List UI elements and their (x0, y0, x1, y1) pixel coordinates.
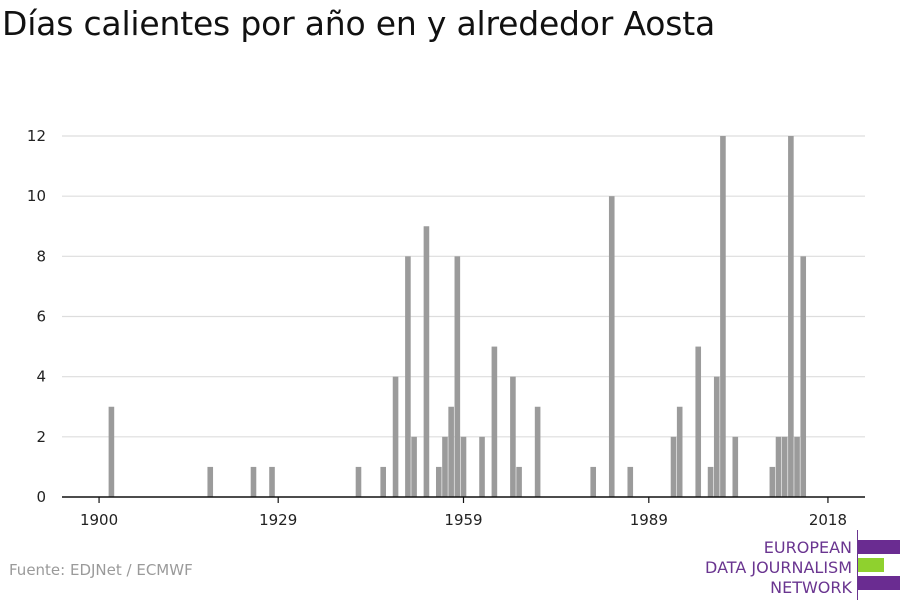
bar-1964 (491, 346, 498, 497)
bar-1902 (108, 406, 115, 497)
logo-text: EUROPEAN DATA JOURNALISM NETWORK (705, 538, 852, 598)
bar-1955 (435, 466, 442, 497)
bar-1942 (355, 466, 362, 497)
x-tick-label-1959: 1959 (444, 511, 482, 529)
logo-line-network: NETWORK (770, 578, 852, 597)
bar-2001 (720, 136, 726, 497)
bar-1950 (405, 256, 411, 497)
chart-title: Días calientes por año en y alrededor Ao… (2, 4, 715, 43)
bar-2011 (781, 436, 788, 497)
bar-1948 (392, 376, 399, 497)
bar-1918 (207, 466, 214, 497)
logo-divider (857, 530, 858, 600)
bar-1993 (670, 436, 677, 497)
bar-1956 (442, 436, 448, 497)
x-tick-label-2018: 2018 (809, 511, 847, 529)
bar-1958 (454, 256, 461, 497)
bars (108, 136, 807, 497)
y-tick-label-0: 0 (36, 488, 46, 506)
y-tick-label-10: 10 (27, 187, 46, 205)
logo-bar-middle (858, 558, 884, 572)
x-tick-label-1989: 1989 (630, 511, 668, 529)
bar-2012 (788, 136, 794, 497)
edjnet-logo[interactable]: EUROPEAN DATA JOURNALISM NETWORK (700, 530, 900, 600)
bar-2003 (732, 436, 739, 497)
source-note: Fuente: EDJNet / ECMWF (9, 561, 193, 579)
y-tick-label-12: 12 (27, 127, 46, 145)
bar-2000 (713, 376, 720, 497)
bar-1962 (479, 436, 485, 497)
logo-line-data-journalism: DATA JOURNALISM (705, 558, 852, 577)
bar-1951 (411, 436, 417, 497)
bar-1953 (423, 226, 430, 497)
bar-1928 (269, 466, 275, 497)
logo-line-european: EUROPEAN (763, 538, 852, 557)
y-tick-label-2: 2 (36, 428, 46, 446)
logo-bar-top (858, 540, 900, 554)
bar-1986 (627, 466, 634, 497)
grid-lines (62, 135, 865, 438)
bar-1980 (590, 466, 597, 497)
y-tick-label-4: 4 (36, 368, 46, 386)
bar-1968 (516, 466, 522, 497)
axes: 0 2 4 6 8 10 12 1900 1929 1959 1989 2018 (27, 127, 865, 529)
bar-2013 (794, 436, 800, 497)
bar-1997 (695, 346, 702, 497)
bar-1946 (380, 466, 386, 497)
x-tick-label-1929: 1929 (259, 511, 297, 529)
y-tick-label-6: 6 (36, 308, 46, 326)
bar-1971 (534, 406, 541, 497)
bar-1925 (250, 466, 257, 497)
bar-2014 (800, 256, 807, 497)
bar-1967 (510, 376, 516, 497)
bar-1999 (707, 466, 714, 497)
bar-1994 (676, 406, 683, 497)
logo-bar-bottom (858, 576, 900, 590)
x-tick-label-1900: 1900 (80, 511, 118, 529)
y-tick-label-8: 8 (36, 247, 46, 265)
bar-1957 (448, 406, 454, 497)
bar-2009 (769, 466, 776, 497)
bar-1983 (608, 196, 615, 497)
bar-2010 (775, 436, 782, 497)
bar-1959 (460, 436, 467, 497)
